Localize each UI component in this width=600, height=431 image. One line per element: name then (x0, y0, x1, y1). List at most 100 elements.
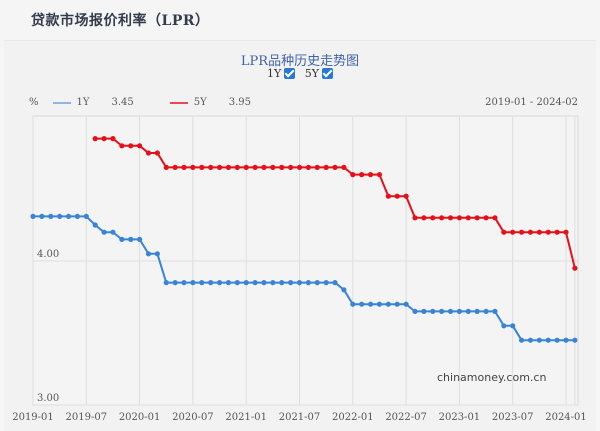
data-point[interactable] (572, 337, 578, 343)
data-point[interactable] (101, 136, 107, 142)
data-point[interactable] (128, 143, 134, 149)
data-point[interactable] (341, 164, 347, 170)
data-point[interactable] (154, 150, 160, 156)
data-point[interactable] (501, 323, 507, 329)
data-point[interactable] (412, 215, 418, 221)
data-point[interactable] (65, 213, 72, 219)
data-point[interactable] (421, 215, 427, 221)
data-point[interactable] (403, 301, 409, 307)
data-point[interactable] (181, 164, 187, 170)
data-point[interactable] (367, 172, 374, 178)
data-point[interactable] (323, 280, 329, 286)
data-point[interactable] (350, 301, 356, 307)
data-point[interactable] (403, 193, 409, 199)
data-point[interactable] (563, 337, 569, 343)
data-point[interactable] (190, 164, 196, 170)
data-point[interactable] (119, 236, 125, 242)
data-point[interactable] (110, 136, 116, 142)
data-point[interactable] (341, 287, 347, 293)
data-point[interactable] (314, 164, 320, 170)
data-point[interactable] (145, 150, 152, 156)
data-point[interactable] (430, 215, 436, 221)
data-point[interactable] (376, 301, 383, 307)
data-point[interactable] (359, 172, 365, 178)
data-point[interactable] (421, 308, 427, 314)
data-point[interactable] (216, 164, 223, 170)
data-point[interactable] (74, 213, 81, 219)
data-point[interactable] (545, 229, 551, 235)
data-point[interactable] (323, 164, 329, 170)
data-point[interactable] (447, 308, 454, 314)
data-point[interactable] (208, 280, 214, 286)
data-point[interactable] (412, 308, 418, 314)
data-point[interactable] (234, 280, 240, 286)
data-point[interactable] (92, 136, 98, 142)
data-point[interactable] (563, 229, 569, 235)
data-point[interactable] (270, 280, 276, 286)
data-point[interactable] (216, 280, 223, 286)
data-point[interactable] (92, 222, 98, 228)
data-point[interactable] (137, 236, 143, 242)
data-point[interactable] (225, 164, 232, 170)
data-point[interactable] (314, 280, 320, 286)
data-point[interactable] (110, 229, 116, 235)
data-point[interactable] (492, 308, 498, 314)
data-point[interactable] (385, 193, 391, 199)
data-point[interactable] (465, 308, 471, 314)
data-point[interactable] (376, 172, 383, 178)
data-point[interactable] (536, 229, 542, 235)
data-point[interactable] (456, 308, 462, 314)
data-point[interactable] (394, 193, 400, 199)
data-point[interactable] (270, 164, 276, 170)
data-point[interactable] (296, 164, 303, 170)
data-point[interactable] (101, 229, 107, 235)
data-point[interactable] (332, 164, 338, 170)
checkbox-checked-icon[interactable] (322, 68, 334, 79)
data-point[interactable] (518, 229, 525, 235)
data-point[interactable] (279, 280, 285, 286)
toggle-1y[interactable]: 1Y (267, 67, 296, 80)
data-point[interactable] (252, 164, 258, 170)
data-point[interactable] (518, 337, 525, 343)
data-point[interactable] (288, 280, 294, 286)
data-point[interactable] (554, 229, 560, 235)
data-point[interactable] (527, 229, 534, 235)
data-point[interactable] (163, 280, 169, 286)
data-point[interactable] (501, 229, 507, 235)
checkbox-checked-icon[interactable] (284, 68, 296, 79)
toggle-5y[interactable]: 5Y (305, 67, 334, 80)
data-point[interactable] (456, 215, 462, 221)
data-point[interactable] (154, 251, 160, 257)
data-point[interactable] (332, 280, 338, 286)
data-point[interactable] (30, 213, 36, 219)
data-point[interactable] (261, 164, 267, 170)
data-point[interactable] (288, 164, 294, 170)
data-point[interactable] (234, 164, 240, 170)
data-point[interactable] (172, 164, 178, 170)
data-point[interactable] (172, 280, 178, 286)
data-point[interactable] (439, 215, 445, 221)
data-point[interactable] (199, 280, 205, 286)
data-point[interactable] (350, 172, 356, 178)
data-point[interactable] (243, 164, 249, 170)
data-point[interactable] (545, 337, 551, 343)
data-point[interactable] (536, 337, 542, 343)
data-point[interactable] (492, 215, 498, 221)
data-point[interactable] (225, 280, 232, 286)
data-point[interactable] (128, 236, 134, 242)
data-point[interactable] (465, 215, 471, 221)
data-point[interactable] (554, 337, 560, 343)
data-point[interactable] (243, 280, 249, 286)
data-point[interactable] (305, 280, 311, 286)
data-point[interactable] (394, 301, 400, 307)
data-point[interactable] (474, 308, 480, 314)
data-point[interactable] (359, 301, 365, 307)
data-point[interactable] (83, 213, 89, 219)
data-point[interactable] (305, 164, 311, 170)
data-point[interactable] (474, 215, 480, 221)
data-point[interactable] (296, 280, 303, 286)
data-point[interactable] (385, 301, 391, 307)
data-point[interactable] (145, 251, 152, 257)
data-point[interactable] (483, 215, 489, 221)
data-point[interactable] (527, 337, 534, 343)
